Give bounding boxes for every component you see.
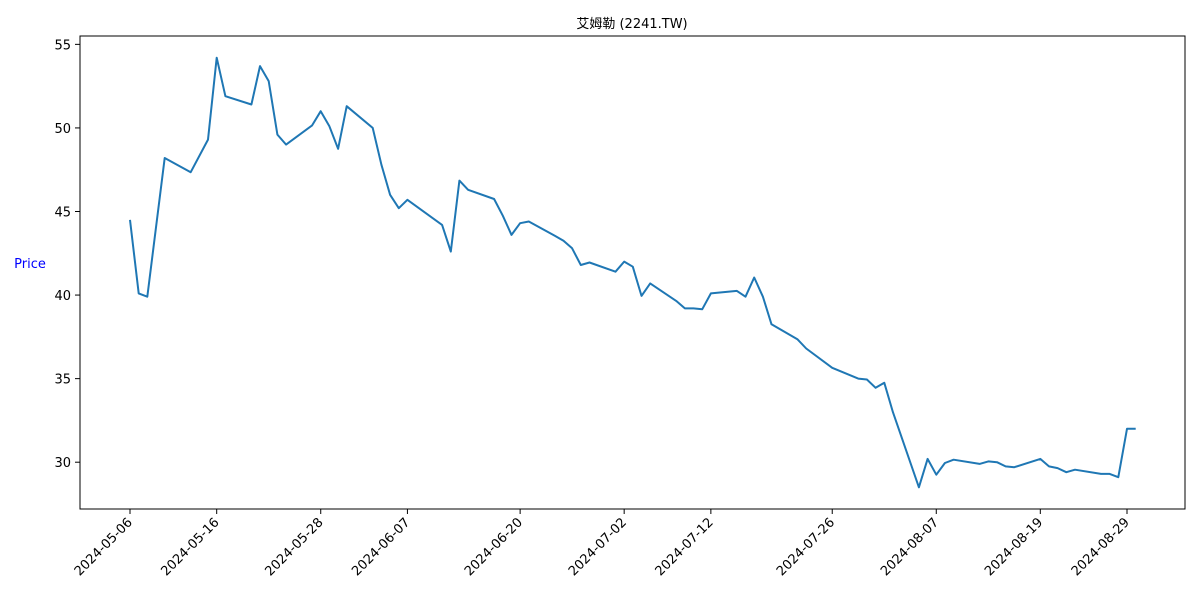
chart-title: 艾姆勒 (2241.TW) (576, 17, 687, 32)
plot-frame (79, 35, 1186, 510)
y-tick-label: 35 (54, 373, 71, 388)
x-tick-label: 2024-05-06 (72, 515, 136, 579)
y-tick-label: 45 (54, 205, 71, 220)
x-tick-label: 2024-05-28 (263, 515, 327, 579)
y-tick-label: 50 (54, 122, 71, 137)
y-tick-label: 30 (54, 456, 71, 471)
y-tick-label: 55 (54, 38, 71, 53)
x-tick-label: 2024-07-12 (653, 515, 717, 579)
y-axis: 30 35 40 45 50 55 (54, 38, 80, 471)
x-tick-label: 2024-08-19 (982, 515, 1046, 579)
y-axis-label: Price (14, 257, 46, 272)
x-tick-label: 2024-06-07 (349, 515, 413, 579)
x-tick-label: 2024-07-26 (774, 515, 838, 579)
x-tick-label: 2024-07-02 (566, 515, 630, 579)
x-axis: 2024-05-06 2024-05-16 2024-05-28 2024-06-07… (72, 509, 1133, 579)
y-tick-label: 40 (54, 289, 71, 304)
x-tick-label: 2024-05-16 (158, 515, 222, 579)
x-tick-label: 2024-08-07 (878, 515, 942, 579)
price-line (129, 56, 1136, 489)
x-tick-label: 2024-08-29 (1069, 515, 1133, 579)
x-tick-label: 2024-06-20 (462, 515, 526, 579)
